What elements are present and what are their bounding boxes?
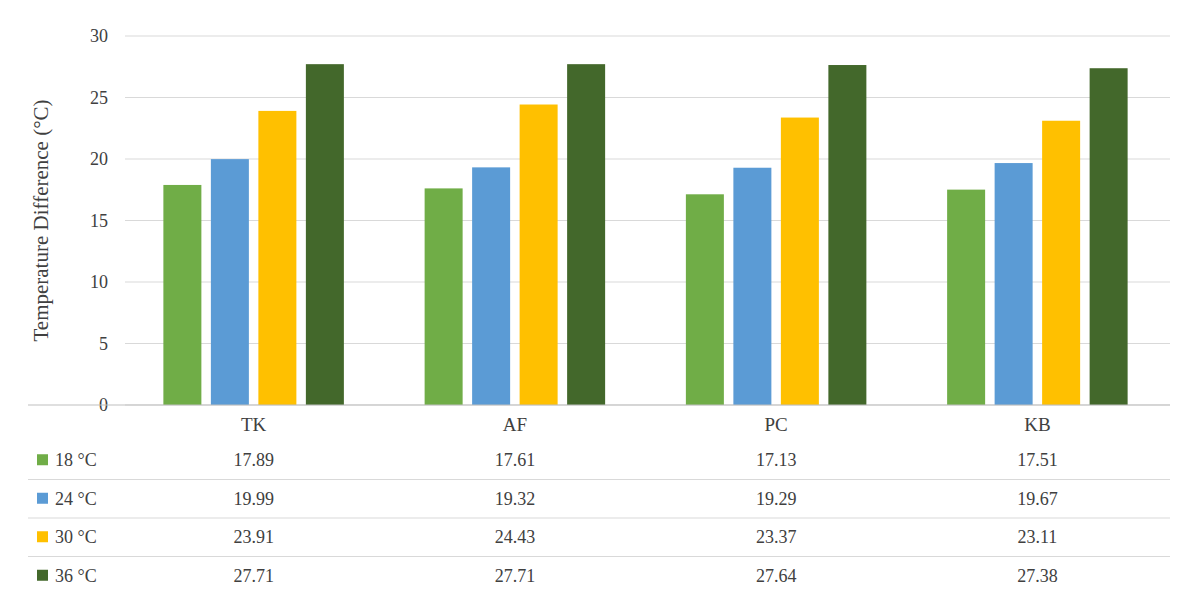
table-value: 27.71 [233,566,274,586]
table-value: 27.64 [756,566,797,586]
legend-swatch [37,454,48,465]
bar [733,168,771,405]
bar [211,159,249,405]
table-row-line [28,479,1170,480]
bar [995,163,1033,405]
table-value: 27.38 [1017,566,1058,586]
grid-line [125,97,1170,98]
bar [306,64,344,405]
table-value: 17.61 [495,450,536,470]
bar [520,105,558,405]
x-axis-line [28,405,1170,406]
table-value: 17.51 [1017,450,1058,470]
table-value: 23.91 [233,527,274,547]
y-axis-title: Temperature Difference (°C) [29,99,53,341]
legend-swatch [37,570,48,581]
bar [163,185,201,405]
legend-label: 24 °C [55,489,97,509]
table-value: 19.99 [233,489,274,509]
table-value: 19.67 [1017,489,1058,509]
y-tick-label: 15 [90,211,108,231]
y-tick-label: 10 [90,272,108,292]
bar [567,64,605,405]
x-tick-label: TK [241,414,267,435]
y-tick-label: 20 [90,149,108,169]
table-row-line [28,556,1170,557]
table-value: 23.11 [1017,527,1057,547]
table-value: 17.13 [756,450,797,470]
table-value: 27.71 [495,566,536,586]
table-value: 17.89 [233,450,274,470]
legend-label: 36 °C [55,566,97,586]
legend-swatch [37,493,48,504]
table-value: 24.43 [495,527,536,547]
x-tick-label: KB [1024,414,1050,435]
legend-label: 18 °C [55,450,97,470]
grid-line [125,36,1170,37]
table-row-line [28,518,1170,519]
y-tick-label: 5 [99,334,108,354]
legend-swatch [37,531,48,542]
y-tick-label: 25 [90,88,108,108]
bar [828,65,866,405]
table-value: 23.37 [756,527,797,547]
table-value: 19.32 [495,489,536,509]
y-tick-label: 30 [90,26,108,46]
bar [258,111,296,405]
legend-label: 30 °C [55,527,97,547]
x-tick-label: AF [503,414,527,435]
chart: 051015202530Temperature Difference (°C)T… [0,0,1200,611]
bar [425,188,463,405]
table-value: 19.29 [756,489,797,509]
bar [781,118,819,405]
x-tick-label: PC [765,414,788,435]
bar [947,190,985,405]
bar [1090,68,1128,405]
bar [472,167,510,405]
bars [163,64,1127,405]
bar [686,194,724,405]
bar [1042,121,1080,405]
